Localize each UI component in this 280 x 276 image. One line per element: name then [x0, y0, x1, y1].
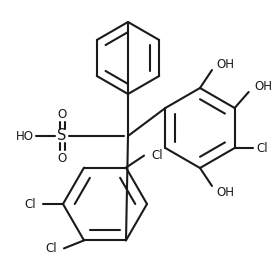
- Text: S: S: [57, 129, 67, 144]
- Text: O: O: [57, 152, 67, 164]
- Text: OH: OH: [255, 79, 273, 92]
- Text: Cl: Cl: [24, 198, 36, 211]
- Text: HO: HO: [16, 129, 34, 142]
- Text: OH: OH: [216, 185, 234, 198]
- Text: Cl: Cl: [45, 242, 57, 255]
- Text: Cl: Cl: [257, 142, 268, 155]
- Text: O: O: [57, 107, 67, 121]
- Text: Cl: Cl: [151, 149, 163, 162]
- Text: OH: OH: [216, 57, 234, 70]
